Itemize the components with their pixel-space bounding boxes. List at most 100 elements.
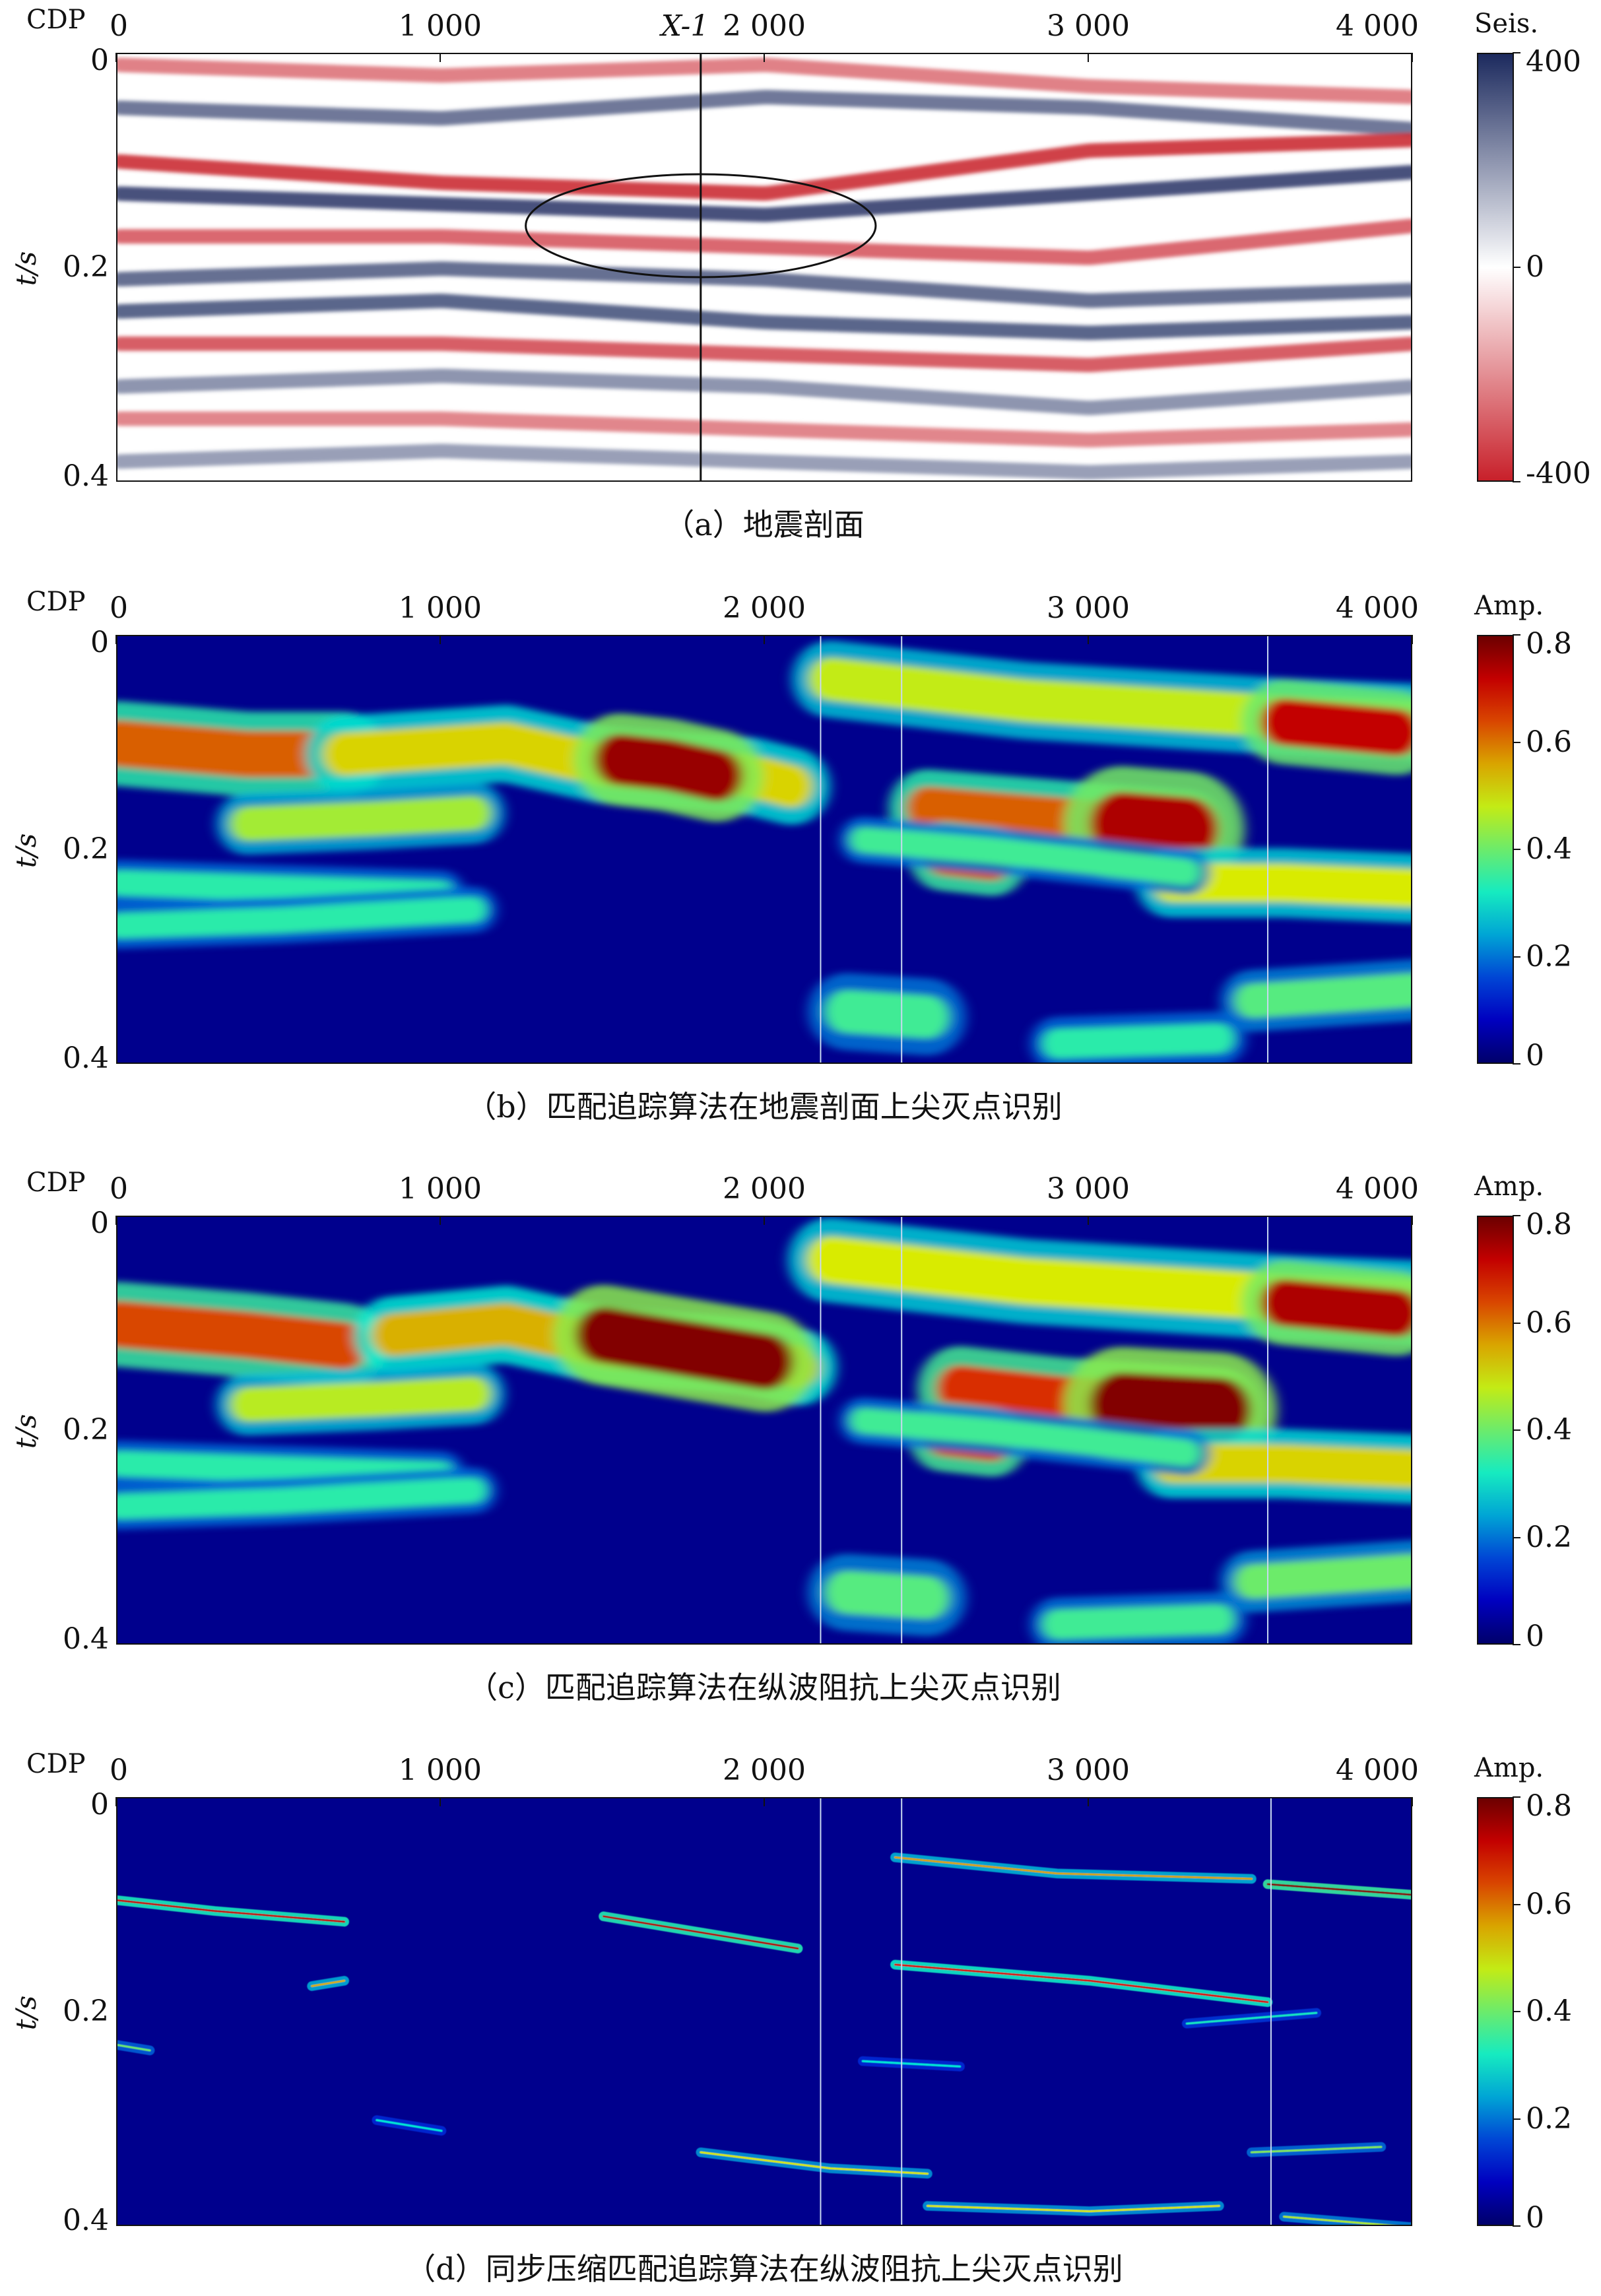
x-tick	[440, 53, 441, 62]
amplitude-event	[117, 896, 487, 939]
x-tick	[440, 635, 441, 644]
x-tick-label: 2 000	[723, 9, 806, 43]
y-tick-label: 0	[90, 626, 109, 659]
colorbar-tick	[1513, 849, 1520, 850]
amplitude-event	[700, 2151, 929, 2175]
y-tick-label: 0.2	[63, 832, 109, 866]
y-axis-label: t/s	[10, 1995, 42, 2030]
x-tick-label: 0	[110, 591, 128, 625]
x-axis-label: CDP	[26, 1749, 86, 1779]
plot-area-a	[116, 53, 1412, 482]
plot-area-d	[116, 1797, 1412, 2226]
colorbar-tick-label: 0.4	[1526, 832, 1572, 866]
colorbar-tick-label: 400	[1526, 45, 1581, 79]
colorbar-tick	[1513, 1644, 1520, 1645]
x-tick-label: 1 000	[399, 1754, 482, 1787]
amplitude-event	[1260, 1279, 1411, 1337]
amplitude-event	[594, 733, 743, 802]
seismic-horizon	[117, 411, 1411, 448]
y-tick-label: 0.4	[63, 2204, 109, 2237]
panel-caption: （a）地震剖面	[664, 507, 865, 542]
x-tick	[1088, 1797, 1089, 1806]
x-axis-label: CDP	[26, 587, 86, 617]
x-tick	[1088, 1216, 1089, 1225]
amplitude-event	[230, 1377, 492, 1422]
colorbar-tick-label: 0.6	[1526, 1305, 1572, 1340]
colorbar-title: Amp.	[1474, 1753, 1544, 1783]
seismic-horizon	[117, 218, 1411, 265]
colorbar-tick-label: 0.8	[1526, 627, 1572, 661]
amplitude-event	[1234, 1554, 1411, 1599]
colorbar-title: Amp.	[1474, 1171, 1544, 1202]
x-tick	[1412, 1797, 1413, 1806]
colorbar-c	[1477, 1216, 1514, 1645]
amplitude-event	[311, 1979, 346, 1987]
y-tick-label: 0.4	[63, 1622, 109, 1656]
x-tick-label: 1 000	[399, 591, 482, 625]
colorbar-tick-label: 0.4	[1526, 1994, 1572, 2028]
y-tick-label: 0.2	[63, 1994, 109, 2028]
colorbar-d	[1477, 1797, 1514, 2226]
amplitude-event	[825, 1571, 949, 1620]
x-tick	[1088, 635, 1089, 644]
y-axis-label: t/s	[10, 833, 42, 868]
colorbar-tick-label: 0.8	[1526, 1208, 1572, 1241]
panel-caption: （d）同步压缩匹配追踪算法在纵波阻抗上尖灭点识别	[405, 2251, 1123, 2287]
y-tick-label: 0	[90, 1206, 109, 1240]
x-tick	[1412, 635, 1413, 644]
x-tick-label: 1 000	[399, 1172, 482, 1206]
amplitude-event	[1042, 1023, 1235, 1059]
colorbar-tick	[1513, 481, 1520, 482]
seismic-horizon	[117, 443, 1411, 480]
amplitude-event	[117, 2044, 151, 2052]
amplitude-event	[117, 1899, 346, 1923]
colorbar-tick-label: 0	[1526, 1620, 1544, 1653]
colorbar-tick-label: 0.6	[1526, 1887, 1572, 1921]
amplitude-event	[1090, 791, 1220, 862]
y-axis-label: t/s	[10, 1414, 42, 1449]
colorbar-tick-label: 0	[1526, 250, 1544, 284]
amplitude-event	[825, 990, 949, 1039]
seismic-horizon	[117, 336, 1411, 373]
seismic-horizon	[117, 368, 1411, 416]
well-label: X-1	[661, 9, 709, 43]
colorbar-tick-label: 0	[1526, 1039, 1544, 1072]
amplitude-event	[861, 2060, 962, 2068]
x-tick	[115, 635, 117, 644]
colorbar-tick	[1513, 52, 1520, 53]
x-tick-label: 2 000	[723, 1172, 806, 1206]
x-tick-label: 0	[110, 9, 128, 43]
amplitude-event	[1260, 698, 1411, 756]
x-tick	[115, 1216, 117, 1225]
amplitude-event	[1251, 2146, 1383, 2153]
amplitude-event	[849, 827, 1200, 885]
colorbar-tick-label: 0	[1526, 2201, 1544, 2235]
amplitude-event	[117, 1300, 368, 1369]
colorbar-tick	[1513, 2118, 1520, 2120]
amplitude-event	[1234, 973, 1411, 1018]
amplitude-event	[894, 1963, 1269, 2004]
plot-area-b	[116, 635, 1412, 1064]
colorbar-tick	[1513, 1322, 1520, 1324]
x-tick-label: 1 000	[399, 9, 482, 43]
x-tick	[115, 1797, 117, 1806]
y-tick-label: 0	[90, 44, 109, 77]
colorbar-tick	[1513, 2225, 1520, 2227]
x-tick-label: 3 000	[1047, 1754, 1130, 1787]
colorbar-tick	[1513, 1429, 1520, 1431]
x-tick-label: 0	[110, 1754, 128, 1787]
heatmap-c	[117, 1217, 1411, 1643]
colorbar-tick	[1513, 741, 1520, 743]
amplitude-event	[1151, 863, 1411, 908]
y-axis-label: t/s	[10, 251, 42, 286]
x-tick	[440, 1216, 441, 1225]
seismic-horizon	[117, 133, 1411, 201]
x-axis-label: CDP	[26, 1167, 86, 1198]
x-tick	[764, 1797, 765, 1806]
seismic-horizon	[117, 261, 1411, 308]
seismic-horizon	[117, 89, 1411, 137]
x-tick-label: 2 000	[723, 591, 806, 625]
colorbar-tick	[1513, 1063, 1520, 1065]
colorbar-tick-label: 0.4	[1526, 1413, 1572, 1447]
amplitude-event	[1090, 1372, 1252, 1443]
